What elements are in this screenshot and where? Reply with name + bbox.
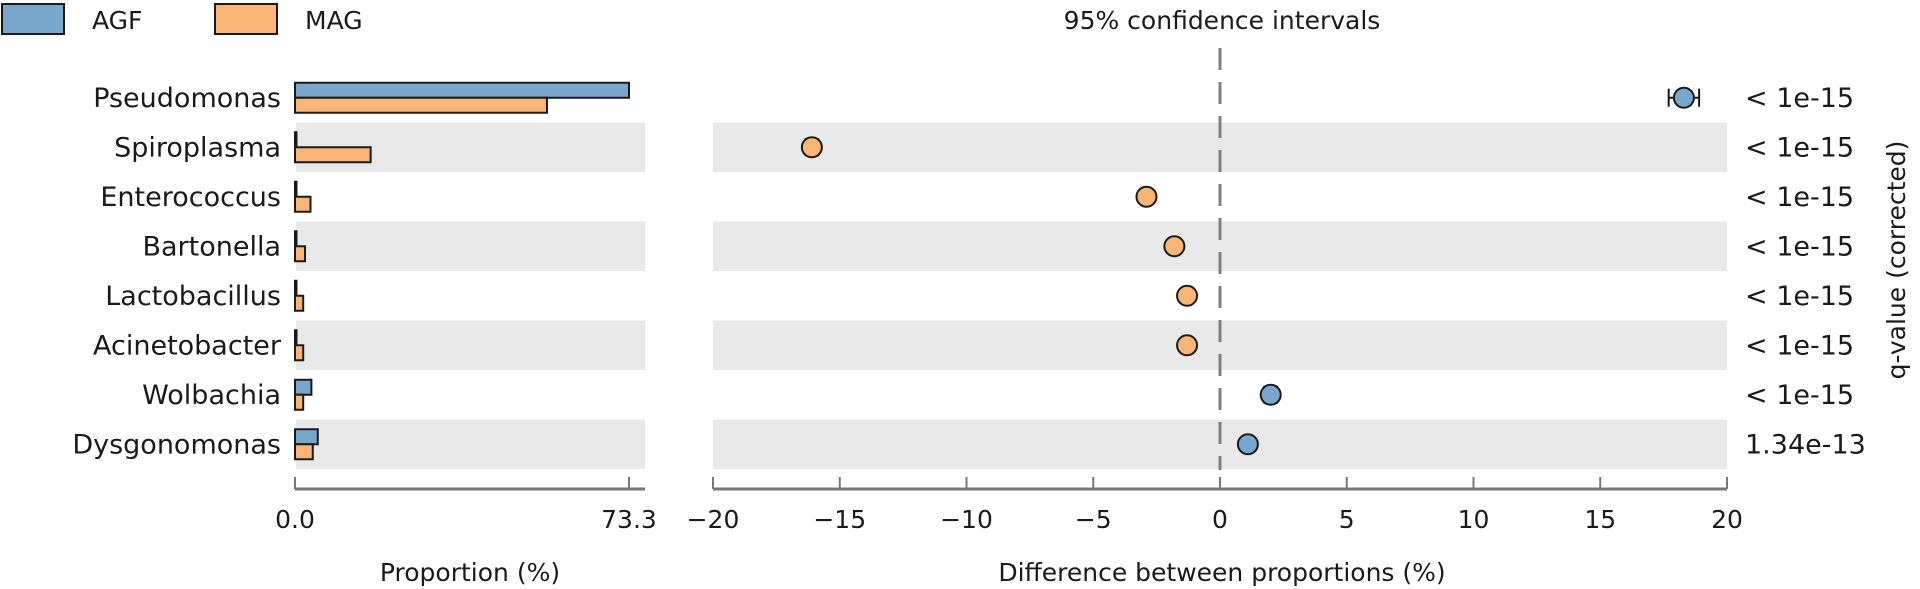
ci-point xyxy=(800,136,823,159)
bar-mag xyxy=(294,344,305,362)
q-value-label: < 1e-15 xyxy=(1745,231,1854,262)
row-band-left xyxy=(296,419,645,469)
difference-tick-label: −5 xyxy=(1075,505,1112,534)
category-label: Lactobacillus xyxy=(105,281,281,312)
bar-agf xyxy=(294,428,319,446)
difference-tick-label: 10 xyxy=(1458,505,1490,534)
difference-tick-label: 5 xyxy=(1339,505,1355,534)
q-value-axis-title: q-value (corrected) xyxy=(1882,141,1911,380)
ci-point xyxy=(1176,334,1199,357)
row-band-left xyxy=(296,221,645,271)
legend: AGF MAG xyxy=(1,3,363,35)
q-value-label: < 1e-15 xyxy=(1745,182,1854,213)
legend-agf-label: AGF xyxy=(92,6,142,35)
bar-mag xyxy=(294,294,305,312)
q-value-label: < 1e-15 xyxy=(1745,380,1854,411)
difference-axis-title: Difference between proportions (%) xyxy=(998,558,1445,587)
ci-point xyxy=(1672,86,1695,109)
ci-point xyxy=(1259,383,1282,406)
bar-mag xyxy=(294,245,307,263)
category-label: Wolbachia xyxy=(142,380,281,411)
bar-mag xyxy=(294,393,305,411)
q-value-label: < 1e-15 xyxy=(1745,281,1854,312)
ci-plot-title: 95% confidence intervals xyxy=(1064,6,1381,35)
ci-point xyxy=(1135,185,1158,208)
q-value-label: < 1e-15 xyxy=(1745,330,1854,361)
difference-tick-label: 20 xyxy=(1711,505,1743,534)
category-label: Acinetobacter xyxy=(93,330,282,361)
difference-tick-label: −15 xyxy=(813,505,866,534)
bar-agf xyxy=(294,81,630,99)
category-label: Spiroplasma xyxy=(114,132,281,163)
proportion-axis-title: Proportion (%) xyxy=(380,558,560,587)
q-value-label: 1.34e-13 xyxy=(1745,429,1866,460)
proportion-tick-label-max: 73.3 xyxy=(601,505,657,534)
ci-point xyxy=(1236,433,1259,456)
legend-mag-swatch xyxy=(214,3,278,35)
legend-agf-swatch xyxy=(1,3,65,35)
row-band-left xyxy=(296,320,645,370)
row-bands xyxy=(296,122,1727,469)
difference-tick-label: −10 xyxy=(940,505,993,534)
q-value-label: < 1e-15 xyxy=(1745,83,1854,114)
ci-point xyxy=(1163,235,1186,258)
proportion-tick-label-min: 0.0 xyxy=(275,505,315,534)
bar-mag xyxy=(294,443,314,461)
bar-agf xyxy=(294,180,298,198)
q-value-label: < 1e-15 xyxy=(1745,132,1854,163)
bar-agf xyxy=(294,378,313,396)
bar-agf xyxy=(294,329,298,347)
ci-point xyxy=(1176,284,1199,307)
category-label: Bartonella xyxy=(142,231,281,262)
bar-mag xyxy=(294,195,312,213)
difference-tick-label: −20 xyxy=(687,505,740,534)
bar-agf xyxy=(294,131,298,149)
category-label: Dysgonomonas xyxy=(72,429,281,460)
category-label: Enterococcus xyxy=(100,182,281,213)
difference-tick-label: 0 xyxy=(1212,505,1228,534)
bar-mag xyxy=(294,96,548,114)
difference-tick-label: 15 xyxy=(1584,505,1616,534)
category-label: Pseudomonas xyxy=(93,83,281,114)
bar-agf xyxy=(294,230,298,248)
legend-mag-label: MAG xyxy=(305,6,363,35)
bar-mag xyxy=(294,146,372,164)
ci-difference-chart: −20 −15 −10 −5 0 5 10 15 20 Difference between p… xyxy=(687,48,1911,587)
bar-agf xyxy=(294,279,298,297)
proportion-bar-chart: 0.0 73.3 Proportion (%) Pseudomonas Spiro… xyxy=(72,81,657,587)
